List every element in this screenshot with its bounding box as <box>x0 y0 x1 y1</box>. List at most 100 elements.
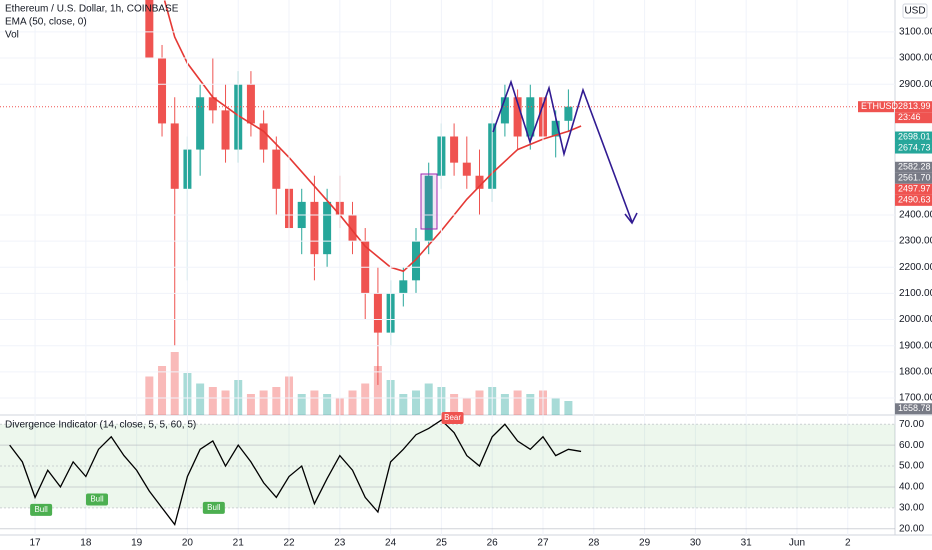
candle-body <box>462 162 471 176</box>
candle-body <box>221 110 230 150</box>
y-tick-label: 3000.00 <box>899 53 932 64</box>
volume-bar <box>297 394 306 415</box>
signal-box <box>30 503 53 516</box>
y-tick-label: 2400.00 <box>899 210 932 221</box>
candle-body <box>450 136 459 163</box>
signal-label: Bull <box>34 505 48 514</box>
price-tag-label: 2561.70 <box>898 173 931 183</box>
x-tick-label: 26 <box>487 538 499 549</box>
volume-bar <box>310 390 319 415</box>
x-tick-label: 22 <box>283 538 295 549</box>
volume-bar <box>208 387 217 415</box>
volume-bar <box>196 383 205 415</box>
candle-body <box>170 123 179 189</box>
x-tick-label: 28 <box>588 538 600 549</box>
volume-bar <box>323 394 332 415</box>
osc-tick-label: 50.00 <box>899 461 924 472</box>
price-tag <box>895 131 932 143</box>
candle-body <box>246 84 255 124</box>
arrow-head <box>624 212 638 225</box>
x-tick-label: 30 <box>690 538 702 549</box>
y-tick-label: 2100.00 <box>899 288 932 299</box>
vol-label: Vol <box>5 30 19 41</box>
volume-bar <box>158 366 167 415</box>
price-tag-label: 2497.97 <box>898 184 931 194</box>
volume-bar <box>526 394 535 415</box>
osc-tick-label: 60.00 <box>899 440 924 451</box>
candle-body <box>475 175 484 189</box>
price-tag-label: 1658.78 <box>898 403 931 413</box>
candle-body <box>500 97 509 124</box>
x-tick-label: 18 <box>80 538 92 549</box>
x-tick-label: 17 <box>29 538 41 549</box>
highlight-box <box>420 173 438 230</box>
price-tag <box>895 161 932 173</box>
candle-body <box>551 120 560 137</box>
symbol-tag-label: ETHUSD <box>861 101 899 111</box>
volume-bar <box>500 394 509 415</box>
price-tag-label: 2490.63 <box>898 195 931 205</box>
volume-bar <box>475 390 484 415</box>
volume-bar <box>399 394 408 415</box>
price-tag <box>895 403 932 415</box>
volume-bar <box>462 397 471 415</box>
signal-label: Bear <box>444 413 461 422</box>
volume-bar <box>221 390 230 415</box>
candle-body <box>348 214 357 242</box>
price-tag <box>895 101 932 113</box>
signal-label: Bull <box>90 495 104 504</box>
x-tick-label: 21 <box>233 538 245 549</box>
price-tag <box>895 183 932 195</box>
signal-box <box>86 493 109 506</box>
x-tick-label: 2 <box>845 538 851 549</box>
candle-body <box>310 201 319 255</box>
candle-body <box>399 280 408 294</box>
symbol-tag <box>858 101 894 113</box>
signal-box <box>441 412 464 424</box>
ema-line <box>163 0 582 273</box>
pattern-line <box>492 79 633 223</box>
price-tag <box>895 172 932 184</box>
volume-bar <box>551 397 560 415</box>
y-tick-label: 1700.00 <box>899 393 932 404</box>
candle-body <box>373 293 382 333</box>
x-tick-label: 24 <box>385 538 397 549</box>
ema-label: EMA (50, close, 0) <box>5 17 87 28</box>
volume-bar <box>272 387 281 415</box>
y-tick-label: 3100.00 <box>899 27 932 38</box>
countdown-tag <box>895 112 932 124</box>
candle-body <box>513 97 522 137</box>
x-tick-label: 29 <box>639 538 651 549</box>
price-tag <box>895 194 932 206</box>
signal-label: Bull <box>207 503 221 512</box>
candle-body <box>323 201 332 255</box>
currency[interactable]: USD <box>904 6 925 17</box>
candle-body <box>145 0 154 59</box>
candle-body <box>564 106 573 121</box>
volume-bar <box>246 394 255 415</box>
candle-body <box>196 97 205 150</box>
currency-box[interactable] <box>902 3 928 19</box>
price-tag <box>895 142 932 154</box>
y-tick-label: 1800.00 <box>899 366 932 377</box>
x-tick-label: Jun <box>789 538 805 549</box>
drawings <box>420 79 638 230</box>
candle-body <box>158 58 167 124</box>
volume-bar <box>412 390 421 415</box>
y-tick-label: 2200.00 <box>899 262 932 273</box>
countdown: 23:46 <box>898 112 921 122</box>
candle-body <box>412 241 421 281</box>
osc-tick-label: 30.00 <box>899 502 924 513</box>
volume-bar <box>424 383 433 415</box>
x-tick-label: 19 <box>131 538 143 549</box>
candle-body <box>208 97 217 111</box>
volume-bar <box>259 390 268 415</box>
volume-bar <box>564 401 573 415</box>
x-tick-label: 23 <box>334 538 346 549</box>
osc-title: Divergence Indicator (14, close, 5, 5, 6… <box>5 420 196 431</box>
price-tag-label: 2698.01 <box>898 131 931 141</box>
y-tick-label: 2900.00 <box>899 79 932 90</box>
